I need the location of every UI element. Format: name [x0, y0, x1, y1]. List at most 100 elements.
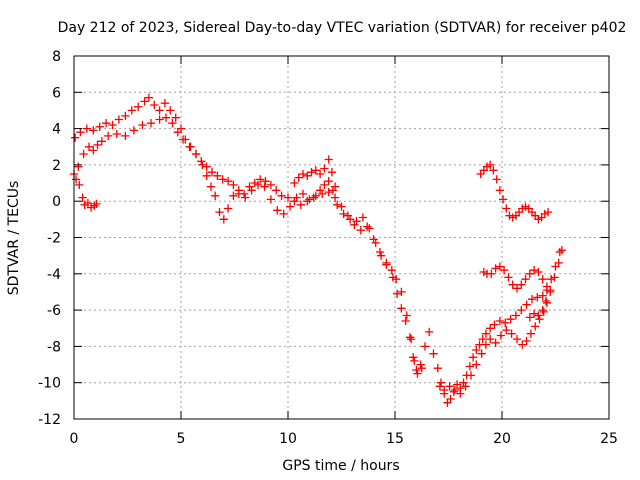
data-point [311, 166, 320, 175]
data-point [529, 309, 539, 318]
data-point [245, 182, 254, 191]
data-point [303, 197, 312, 206]
data-point [320, 180, 329, 190]
data-point [150, 100, 159, 110]
data-point [101, 119, 111, 128]
data-point [324, 187, 333, 197]
x-tick-label: 25 [600, 431, 618, 447]
data-point [160, 99, 170, 108]
y-tick-label: 0 [52, 194, 61, 210]
data-point [89, 146, 98, 155]
data-point [495, 262, 505, 271]
y-tick-label: -10 [38, 376, 61, 392]
data-point [551, 262, 560, 271]
data-point [345, 215, 355, 224]
data-point [140, 97, 149, 106]
data-point [260, 182, 269, 191]
data-point [250, 178, 259, 188]
x-tick-label: 20 [493, 431, 511, 447]
data-point [531, 211, 540, 220]
data-point [261, 177, 270, 186]
chart-title: Day 212 of 2023, Sidereal Day-to-day VTE… [58, 20, 627, 36]
data-point [531, 322, 540, 331]
data-point [522, 336, 531, 346]
data-point [171, 113, 180, 122]
data-point [176, 124, 186, 133]
data-point [134, 102, 143, 111]
data-point [477, 349, 486, 358]
data-point [525, 313, 534, 322]
data-point [540, 209, 549, 219]
data-point [512, 334, 522, 344]
data-point [487, 269, 496, 278]
data-point [440, 385, 449, 395]
data-point [481, 329, 491, 338]
data-point [436, 378, 446, 387]
data-point [146, 119, 156, 128]
data-point [112, 129, 121, 139]
data-point [218, 175, 227, 184]
data-point [479, 267, 488, 277]
data-point [541, 296, 551, 306]
data-point [309, 193, 318, 202]
data-point [92, 199, 101, 209]
data-point [202, 162, 211, 171]
data-point [534, 267, 543, 277]
data-point [486, 324, 495, 333]
data-point [402, 311, 411, 320]
data-point [93, 140, 102, 150]
data-point [406, 334, 416, 344]
data-point [490, 320, 499, 329]
data-points [69, 93, 567, 407]
data-point [290, 197, 299, 206]
data-point [508, 280, 517, 289]
x-tick-label: 15 [386, 431, 404, 447]
data-point [70, 133, 80, 142]
data-point [397, 287, 406, 297]
data-point [472, 345, 481, 355]
data-point [89, 126, 98, 135]
data-point [476, 169, 485, 179]
data-point [486, 334, 495, 344]
data-point [290, 178, 299, 188]
data-point [303, 171, 312, 180]
data-point [266, 180, 276, 190]
data-point [387, 266, 396, 275]
data-point [543, 207, 553, 217]
data-point [522, 300, 531, 309]
data-point [489, 166, 498, 175]
data-point [533, 293, 542, 302]
data-point [213, 171, 222, 180]
data-point [425, 327, 434, 337]
data-point [272, 186, 281, 195]
data-point [525, 269, 534, 278]
data-point [468, 353, 478, 362]
data-point [524, 204, 533, 213]
data-point [546, 287, 555, 297]
data-point [315, 186, 325, 195]
data-point [514, 207, 524, 217]
data-point [554, 258, 563, 268]
data-point [401, 316, 410, 326]
data-point [527, 207, 537, 217]
data-point [181, 135, 190, 144]
data-point [166, 106, 175, 115]
axis-ticks [73, 55, 610, 420]
data-point [296, 200, 305, 209]
data-point [330, 182, 340, 191]
data-point [330, 193, 340, 202]
data-point [392, 289, 402, 298]
data-point [486, 160, 495, 170]
data-point [409, 353, 418, 362]
data-point [207, 168, 217, 177]
data-point [491, 264, 500, 273]
y-tick-label: 2 [52, 158, 61, 174]
data-point [266, 195, 276, 204]
data-point [84, 142, 94, 151]
data-point [443, 398, 452, 407]
data-point [273, 206, 282, 215]
data-point [534, 311, 543, 320]
data-point [538, 305, 547, 315]
data-point [241, 193, 250, 202]
data-point [202, 171, 211, 180]
